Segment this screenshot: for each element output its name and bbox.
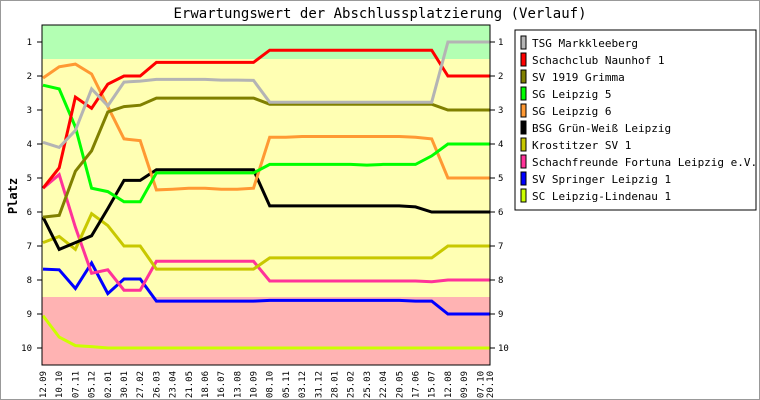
legend-label: Schachclub Naunhof 1: [532, 54, 664, 67]
y-tick-label-right: 10: [498, 344, 509, 354]
y-tick-label-left: 2: [27, 72, 32, 82]
y-tick-label-right: 7: [498, 242, 503, 252]
x-tick-label: 20.05: [395, 371, 405, 398]
series-line-2: [42, 96, 490, 219]
y-tick-label-right: 9: [498, 310, 503, 320]
axes: 1 1 2 2 3 3 4 4 5 5 6 6 7 7 8 8 9 9 10 10 12.09 10.10 07.11 05.…: [21, 24, 509, 398]
y-tick-label-right: 4: [498, 140, 503, 150]
x-tick-label: 25.02: [347, 371, 357, 398]
y-tick-label-left: 9: [27, 310, 32, 320]
x-tick-label: 13.08: [233, 371, 243, 398]
y-tick-label-right: 5: [498, 174, 503, 184]
band-2: [42, 297, 490, 365]
legend-label: BSG Grün-Weiß Leipzig: [532, 122, 671, 135]
x-tick-label: 18.06: [201, 371, 211, 398]
x-tick-label: 05.12: [88, 371, 98, 398]
legend-swatch: [520, 69, 527, 84]
x-tick-label: 15.07: [428, 371, 438, 398]
legend-label: SG Leipzig 6: [532, 105, 611, 118]
x-tick-label: 27.02: [136, 371, 146, 398]
x-tick-label: 16.07: [217, 371, 227, 398]
y-tick-label-right: 6: [498, 208, 503, 218]
legend-label: TSG Markkleeberg: [532, 37, 638, 50]
legend-swatch: [520, 86, 527, 101]
legend-label: SC Leipzig-Lindenau 1: [532, 190, 671, 203]
series-line-6: [42, 211, 490, 271]
y-tick-label-left: 5: [27, 174, 32, 184]
x-tick-label: 28.01: [331, 371, 341, 398]
plot-border: [41, 24, 491, 366]
legend-swatch: [520, 103, 527, 118]
x-tick-label: 20.10: [486, 371, 496, 398]
y-tick-label-left: 4: [27, 140, 32, 150]
legend-box: [514, 29, 757, 211]
x-tick-label: 07.11: [71, 371, 81, 398]
x-tick-label: 02.01: [104, 371, 114, 398]
x-tick-label: 26.03: [152, 371, 162, 398]
series-line-9: [41, 314, 490, 350]
x-tick-label: 12.08: [444, 371, 454, 398]
x-tick-label: 31.12: [314, 371, 324, 398]
legend-label: Krostitzer SV 1: [532, 139, 631, 152]
series-line-3: [42, 83, 490, 204]
y-tick-label-left: 3: [27, 106, 32, 116]
y-tick-label-left: 6: [27, 208, 32, 218]
y-axis-label: Platz: [6, 178, 20, 214]
legend-swatch: [520, 171, 527, 186]
series-line-4: [42, 62, 490, 192]
chart-title: Erwartungswert der Abschlussplatzierung …: [173, 6, 586, 22]
y-tick-label-left: 1: [27, 38, 32, 48]
y-tick-label-left: 7: [27, 242, 32, 252]
series-line-7: [42, 171, 490, 292]
y-tick-label-left: 10: [21, 344, 32, 354]
x-tick-label: 21.05: [185, 371, 195, 398]
legend: TSG Markkleeberg Schachclub Naunhof 1 SV 1…: [514, 29, 760, 211]
x-tick-label: 30.01: [120, 371, 130, 398]
y-tick-label-right: 2: [498, 72, 503, 82]
y-tick-label-right: 3: [498, 106, 503, 116]
legend-swatch: [520, 137, 527, 152]
x-tick-label: 25.03: [363, 371, 373, 398]
x-tick-label: 10.10: [55, 371, 65, 398]
y-tick-label-right: 8: [498, 276, 503, 286]
legend-label: SV Springer Leipzig 1: [532, 173, 671, 186]
x-tick-label: 03.12: [298, 371, 308, 398]
y-tick-label-right: 1: [498, 38, 503, 48]
series-lines: [41, 40, 490, 350]
legend-swatch: [520, 188, 527, 203]
x-tick-label: 10.09: [250, 371, 260, 398]
series-line-1: [41, 48, 490, 190]
x-tick-label: 23.04: [169, 371, 179, 398]
legend-label: SG Leipzig 5: [532, 88, 611, 101]
x-tick-label: 08.10: [266, 371, 276, 398]
legend-label: SV 1919 Grimma: [532, 71, 625, 84]
x-tick-label: 07.10: [476, 371, 486, 398]
legend-swatch: [520, 52, 527, 67]
legend-swatch: [520, 35, 527, 50]
x-tick-label: 09.09: [460, 371, 470, 398]
x-tick-label: 12.09: [39, 371, 49, 398]
legend-swatch: [520, 120, 527, 135]
x-tick-label: 05.11: [282, 371, 292, 398]
x-tick-label: 22.04: [379, 371, 389, 398]
legend-label: Schachfreunde Fortuna Leipzig e.V. 2: [532, 156, 760, 169]
x-tick-label: 17.06: [412, 371, 422, 398]
series-line-5: [41, 168, 490, 252]
series-line-0: [42, 40, 490, 150]
y-tick-label-left: 8: [27, 276, 32, 286]
legend-swatch: [520, 154, 527, 169]
